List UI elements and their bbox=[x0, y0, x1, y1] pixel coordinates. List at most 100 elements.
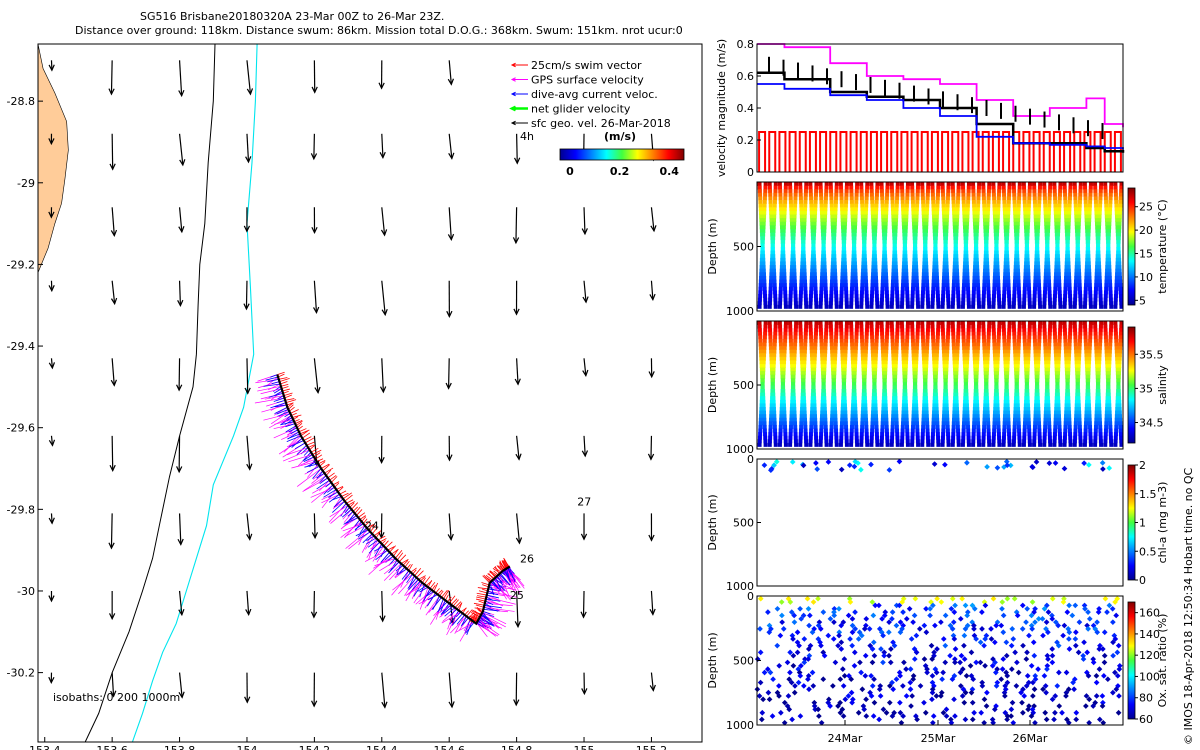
profile-point bbox=[935, 210, 940, 215]
profile-point bbox=[940, 301, 945, 306]
profile-point bbox=[798, 293, 803, 298]
profile-point bbox=[832, 364, 837, 369]
profile-point bbox=[782, 353, 787, 358]
profile-point bbox=[783, 424, 788, 429]
profile-point bbox=[800, 407, 805, 412]
profile-point bbox=[870, 283, 875, 288]
profile-point bbox=[854, 200, 859, 205]
profile-point bbox=[880, 335, 885, 340]
profile-point bbox=[783, 338, 788, 343]
profile-point bbox=[810, 410, 815, 415]
profile-point bbox=[885, 321, 890, 325]
profile-point bbox=[889, 321, 894, 325]
profile-point bbox=[997, 301, 1002, 306]
profile-point bbox=[1026, 214, 1031, 219]
profile-point bbox=[860, 272, 865, 277]
profile-point bbox=[870, 275, 875, 280]
profile-point bbox=[931, 349, 936, 354]
profile-point bbox=[962, 279, 967, 284]
profile-point bbox=[1016, 218, 1021, 223]
profile-point bbox=[1006, 279, 1011, 284]
profile-point bbox=[861, 392, 866, 397]
profile-point bbox=[925, 279, 930, 284]
profile-point bbox=[789, 272, 794, 277]
profile-point bbox=[986, 189, 991, 194]
profile-point bbox=[823, 335, 828, 340]
profile-point bbox=[973, 265, 978, 270]
profile-point bbox=[769, 279, 774, 284]
gps-velocity-vector bbox=[365, 535, 375, 550]
profile-point bbox=[1027, 286, 1032, 291]
profile-point bbox=[851, 257, 856, 262]
profile-point bbox=[996, 275, 1001, 280]
profile-point bbox=[904, 349, 909, 354]
profile-point bbox=[860, 338, 865, 343]
profile-point bbox=[1017, 196, 1022, 201]
profile-point bbox=[864, 424, 869, 429]
profile-point bbox=[761, 265, 766, 270]
profile-point bbox=[904, 421, 909, 426]
profile-point bbox=[863, 268, 868, 273]
gps-velocity-vector bbox=[300, 458, 316, 466]
profile-point bbox=[1119, 301, 1124, 306]
profile-point bbox=[900, 338, 905, 343]
profile-point bbox=[925, 192, 930, 197]
profile-point bbox=[862, 378, 867, 383]
profile-point bbox=[819, 331, 824, 336]
profile-point bbox=[911, 275, 916, 280]
profile-point bbox=[944, 356, 949, 361]
dive-avg-current-vector bbox=[397, 568, 408, 576]
profile-point bbox=[808, 435, 813, 440]
swim-vector bbox=[294, 420, 303, 424]
dive-avg-current-vector bbox=[498, 573, 508, 584]
profile-point bbox=[792, 275, 797, 280]
profile-point bbox=[758, 428, 763, 433]
profile-point bbox=[922, 407, 927, 412]
profile-point bbox=[854, 189, 859, 194]
profile-point bbox=[916, 321, 921, 325]
profile-point bbox=[880, 342, 885, 347]
profile-point bbox=[900, 424, 905, 429]
profile-point bbox=[757, 439, 762, 444]
profile-point bbox=[1066, 272, 1071, 277]
profile-point bbox=[852, 378, 857, 383]
arrow-shaft bbox=[650, 672, 654, 691]
swim-vector bbox=[285, 398, 295, 401]
profile-point bbox=[944, 371, 949, 376]
profile-point bbox=[1045, 236, 1050, 241]
swim-vector bbox=[387, 546, 395, 551]
profile-point bbox=[941, 290, 946, 295]
profile-point bbox=[956, 297, 961, 302]
profile-point bbox=[931, 203, 936, 208]
current-arrow bbox=[647, 435, 655, 461]
profile-point bbox=[890, 342, 895, 347]
gps-velocity-vector bbox=[329, 504, 349, 518]
profile-point bbox=[1054, 221, 1059, 226]
profile-point bbox=[951, 335, 956, 340]
profile-point bbox=[912, 254, 917, 259]
profile-point bbox=[1093, 200, 1098, 205]
profile-point bbox=[769, 353, 774, 358]
profile-point bbox=[1104, 286, 1109, 291]
profile-point bbox=[895, 301, 900, 306]
current-arrow bbox=[378, 60, 385, 90]
profile-point bbox=[976, 283, 981, 288]
profile-point bbox=[778, 342, 783, 347]
profile-point bbox=[852, 243, 857, 248]
profile-point bbox=[788, 435, 793, 440]
profile-point bbox=[1036, 214, 1041, 219]
profile-point bbox=[814, 297, 819, 302]
profile-point bbox=[783, 290, 788, 295]
profile-point bbox=[800, 396, 805, 401]
profile-point bbox=[793, 200, 798, 205]
profile-point bbox=[1116, 243, 1121, 248]
profile-point bbox=[1042, 196, 1047, 201]
profile-point bbox=[900, 196, 905, 201]
profile-point bbox=[762, 207, 767, 212]
profile-point bbox=[850, 279, 855, 284]
profile-point bbox=[1032, 304, 1037, 309]
x-tick-label: 154.2 bbox=[299, 744, 331, 750]
profile-point bbox=[977, 304, 982, 309]
profile-point bbox=[788, 185, 793, 190]
profile-point bbox=[965, 360, 970, 365]
